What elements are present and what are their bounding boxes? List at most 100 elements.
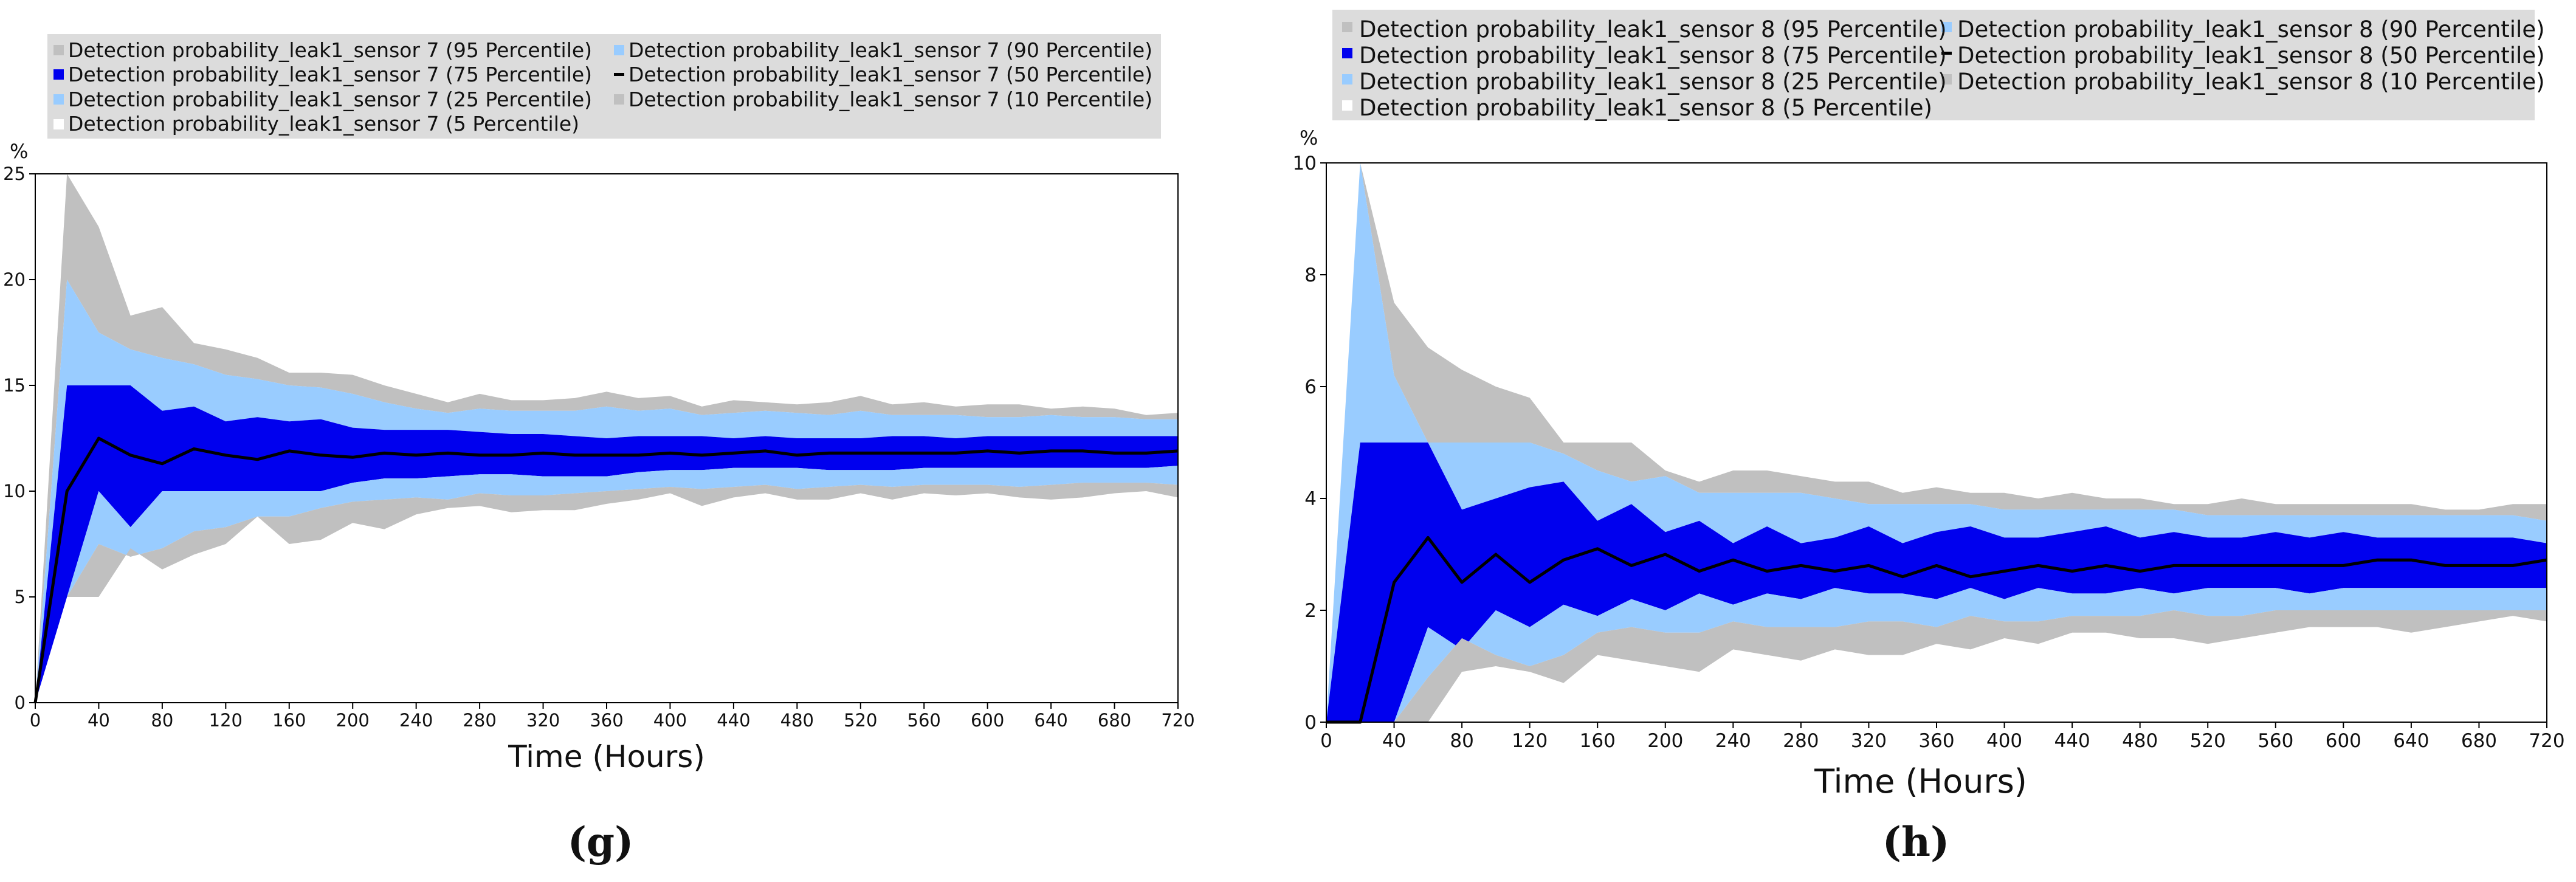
chart-panel-h: Detection probability_leak1_sensor 8 (95… (1293, 10, 2565, 866)
x-tick-label: 320 (526, 710, 560, 731)
band-75-25 (1326, 443, 2547, 722)
legend-swatch-p95 (53, 45, 64, 55)
y-tick-label: 25 (3, 164, 26, 184)
x-tick-label: 280 (1783, 730, 1819, 752)
legend-swatch-p25 (53, 94, 64, 105)
legend-swatch-p75 (53, 69, 64, 80)
legend-label-p10: Detection probability_leak1_sensor 7 (10… (629, 88, 1152, 111)
legend-swatch-p95 (1342, 22, 1352, 32)
y-tick-label: 10 (1293, 153, 1317, 174)
y-tick-label: 0 (15, 692, 26, 713)
y-tick-label: 4 (1304, 488, 1317, 510)
legend-swatch-p25 (1342, 74, 1352, 84)
median-line (33, 436, 1179, 703)
band-10-5 (1326, 610, 2547, 722)
median-line (1326, 536, 2547, 724)
y-tick-label: 6 (1304, 376, 1317, 398)
x-tick-label: 640 (2393, 730, 2429, 752)
legend-label-p75: Detection probability_leak1_sensor 7 (75… (68, 63, 592, 86)
x-tick-label: 440 (2054, 730, 2090, 752)
x-tick-label: 720 (2529, 730, 2564, 752)
x-tick-label: 360 (590, 710, 623, 731)
band-10-5 (35, 483, 1178, 703)
legend-swatch-p5 (53, 119, 64, 129)
legend-label-p90: Detection probability_leak1_sensor 8 (90… (1957, 16, 2545, 43)
legend-swatch-p10 (614, 94, 624, 105)
x-tick-label: 0 (1320, 730, 1332, 752)
y-tick-label: 5 (15, 587, 26, 607)
x-tick-label: 160 (272, 710, 306, 731)
x-tick-label: 520 (844, 710, 877, 731)
band-25-10 (1326, 588, 2547, 722)
y-tick-label: 10 (3, 481, 26, 501)
x-tick-label: 120 (209, 710, 243, 731)
legend-swatch-p50 (1941, 52, 1952, 55)
x-tick-label: 360 (1918, 730, 1954, 752)
panel-caption: (g) (568, 818, 634, 866)
x-tick-label: 240 (399, 710, 433, 731)
x-tick-label: 200 (336, 710, 370, 731)
x-tick-label: 280 (463, 710, 496, 731)
x-tick-label: 320 (1851, 730, 1887, 752)
y-axis-unit: % (1300, 126, 1318, 150)
legend-swatch-p75 (1342, 48, 1352, 58)
legend-box (47, 34, 1161, 139)
legend-label-p5: Detection probability_leak1_sensor 7 (5 … (68, 112, 579, 136)
x-tick-label: 160 (1580, 730, 1616, 752)
legend-swatch-p5 (1342, 100, 1352, 111)
legend-label-p25: Detection probability_leak1_sensor 8 (25… (1359, 69, 1947, 95)
legend-swatch-p10 (1941, 74, 1952, 84)
x-tick-label: 480 (2122, 730, 2158, 752)
x-tick-label: 400 (1986, 730, 2022, 752)
x-tick-label: 200 (1647, 730, 1683, 752)
axis-ticks: 0 40 80 120 160 200 240 280 320 360 400 440 480 520 56… (3, 164, 1195, 731)
axis-ticks: 0 40 80 120 160 200 240 280 320 360 400 440 480 520 56… (1293, 153, 2565, 752)
legend-swatch-p50 (614, 73, 624, 76)
y-tick-label: 15 (3, 375, 26, 396)
legend-label-p95: Detection probability_leak1_sensor 8 (95… (1359, 16, 1947, 43)
legend-label-p25: Detection probability_leak1_sensor 7 (25… (68, 88, 592, 111)
x-axis-title: Time (Hours) (1814, 762, 2027, 801)
legend-label-p50: Detection probability_leak1_sensor 8 (50… (1957, 43, 2545, 69)
x-tick-label: 40 (1382, 730, 1406, 752)
x-tick-label: 120 (1512, 730, 1548, 752)
legend-swatch-p90 (614, 45, 624, 55)
x-axis-title: Time (Hours) (508, 739, 705, 774)
x-tick-label: 40 (88, 710, 110, 731)
chart-panel-g: Detection probability_leak1_sensor 7 (95… (3, 34, 1195, 866)
x-tick-label: 600 (2326, 730, 2361, 752)
band-75-25 (35, 385, 1178, 703)
x-tick-label: 640 (1034, 710, 1067, 731)
legend-label-p50: Detection probability_leak1_sensor 7 (50… (629, 63, 1152, 86)
percentile-bands (35, 174, 1178, 703)
x-tick-label: 80 (1450, 730, 1473, 752)
x-tick-label: 680 (1098, 710, 1131, 731)
x-tick-label: 680 (2461, 730, 2497, 752)
legend-label-p90: Detection probability_leak1_sensor 7 (90… (629, 38, 1152, 62)
legend-label-p10: Detection probability_leak1_sensor 8 (10… (1957, 69, 2545, 95)
x-tick-label: 80 (151, 710, 173, 731)
y-tick-label: 20 (3, 269, 26, 290)
y-tick-label: 2 (1304, 600, 1317, 622)
x-tick-label: 560 (2257, 730, 2293, 752)
x-tick-label: 720 (1161, 710, 1194, 731)
legend-label-p5: Detection probability_leak1_sensor 8 (5 … (1359, 95, 1932, 121)
percentile-bands (1326, 163, 2547, 722)
x-tick-label: 240 (1715, 730, 1751, 752)
y-tick-label: 8 (1304, 264, 1317, 286)
y-axis-unit: % (10, 140, 28, 163)
x-tick-label: 600 (971, 710, 1004, 731)
legend-box (1332, 10, 2535, 120)
y-tick-label: 0 (1304, 712, 1317, 734)
x-tick-label: 480 (780, 710, 814, 731)
legend-swatch-p90 (1941, 22, 1952, 32)
x-tick-label: 0 (30, 710, 41, 731)
x-tick-label: 440 (717, 710, 750, 731)
x-tick-label: 400 (653, 710, 687, 731)
band-95-90 (1326, 163, 2547, 722)
x-tick-label: 520 (2190, 730, 2226, 752)
x-tick-label: 560 (907, 710, 941, 731)
panel-caption: (h) (1882, 818, 1949, 866)
legend-label-p75: Detection probability_leak1_sensor 8 (75… (1359, 43, 1947, 69)
